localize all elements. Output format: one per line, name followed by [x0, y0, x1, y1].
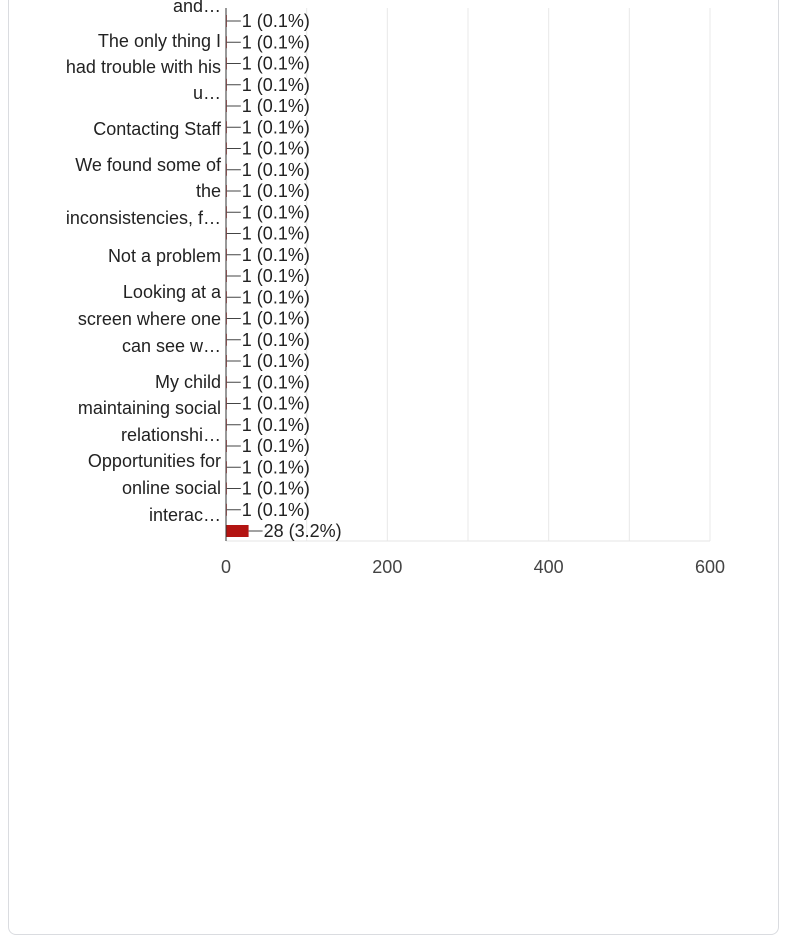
category-label: online social [122, 478, 221, 498]
data-label: 1 (0.1%) [242, 415, 310, 435]
category-label: had trouble with his [66, 57, 221, 77]
data-label: 1 (0.1%) [242, 224, 310, 244]
data-label: 1 (0.1%) [242, 330, 310, 350]
category-label: Looking at a [123, 282, 222, 302]
data-label: 1 (0.1%) [242, 372, 310, 392]
data-label: 1 (0.1%) [242, 32, 310, 52]
data-label: 1 (0.1%) [242, 139, 310, 159]
data-label: 1 (0.1%) [242, 181, 310, 201]
data-label: 1 (0.1%) [242, 394, 310, 414]
data-label: 1 (0.1%) [242, 202, 310, 222]
data-label: 1 (0.1%) [242, 309, 310, 329]
category-label: Contacting Staff [93, 119, 222, 139]
data-label: 1 (0.1%) [242, 500, 310, 520]
data-label: 1 (0.1%) [242, 287, 310, 307]
category-label: inconsistencies, f… [66, 208, 221, 228]
data-label: 1 (0.1%) [242, 96, 310, 116]
category-label: The only thing I [98, 31, 221, 51]
data-label: 1 (0.1%) [242, 160, 310, 180]
category-label: and… [173, 0, 221, 16]
x-tick-label: 400 [534, 557, 564, 577]
category-label: relationshi… [121, 425, 221, 445]
data-label: 1 (0.1%) [242, 11, 310, 31]
data-label: 1 (0.1%) [242, 245, 310, 265]
x-tick-label: 0 [221, 557, 231, 577]
data-label: 1 (0.1%) [242, 436, 310, 456]
data-label: 1 (0.1%) [242, 266, 310, 286]
category-label: We found some of [75, 155, 222, 175]
category-label: can see w… [122, 336, 221, 356]
data-label: 1 (0.1%) [242, 75, 310, 95]
category-label: interac… [149, 505, 221, 525]
data-label: 1 (0.1%) [242, 457, 310, 477]
category-label: Not a problem [108, 246, 221, 266]
bar [226, 525, 249, 537]
category-label: screen where one [78, 309, 221, 329]
data-label: 28 (3.2%) [264, 521, 342, 541]
category-label: maintaining social [78, 398, 221, 418]
data-label: 1 (0.1%) [242, 479, 310, 499]
category-label: Opportunities for [88, 451, 221, 471]
category-label: My child [155, 372, 221, 392]
category-label: the [196, 181, 221, 201]
data-label: 1 (0.1%) [242, 117, 310, 137]
data-label: 1 (0.1%) [242, 351, 310, 371]
category-label: u… [193, 83, 221, 103]
data-label: 1 (0.1%) [242, 54, 310, 74]
x-tick-label: 200 [372, 557, 402, 577]
x-tick-label: 600 [695, 557, 725, 577]
